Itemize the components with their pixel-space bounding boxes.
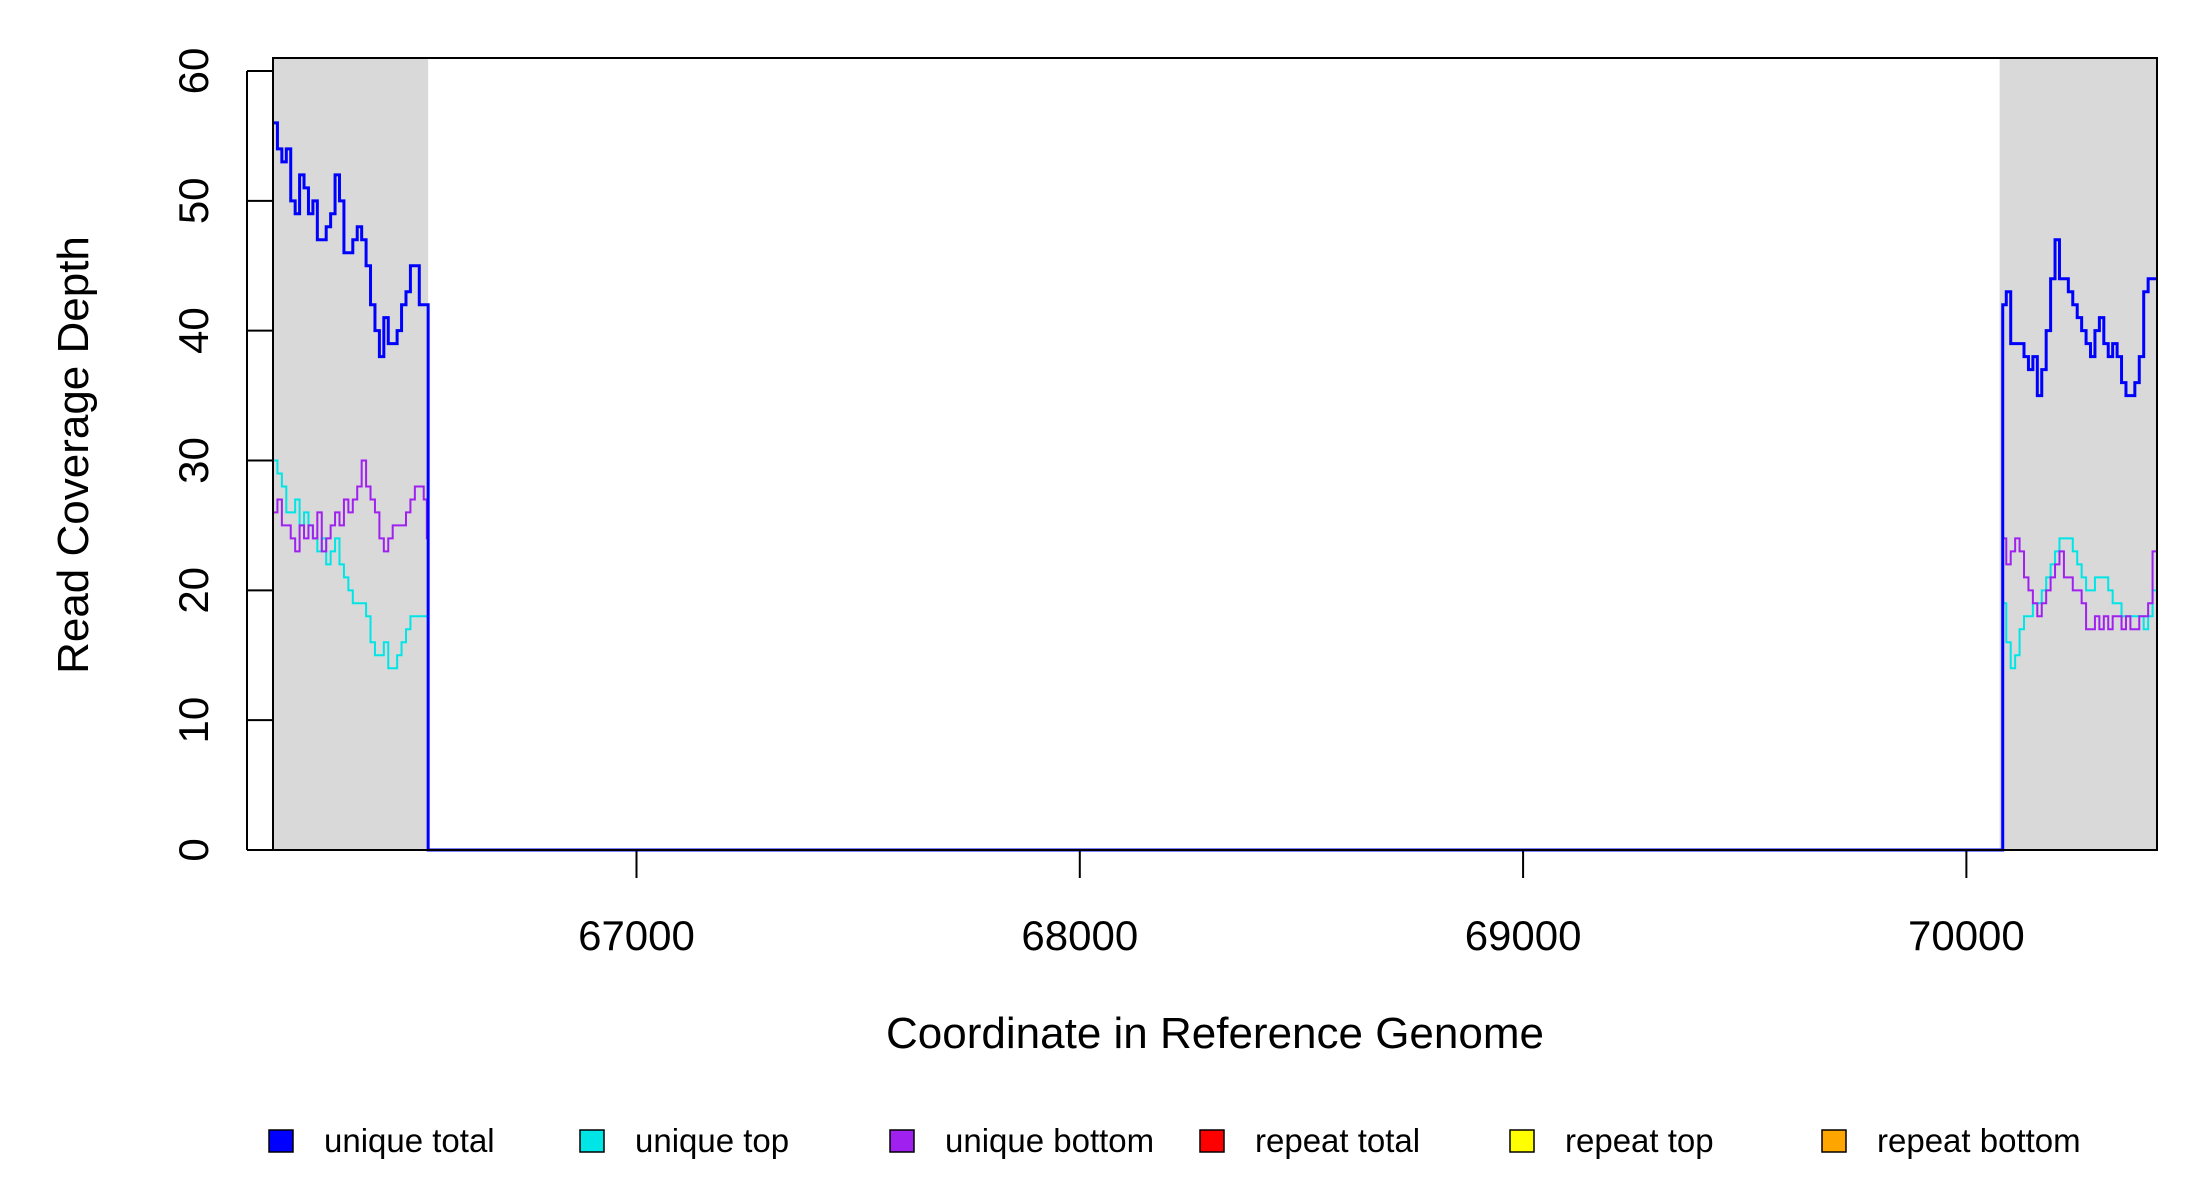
legend: unique total unique top unique bottom repea… <box>268 1122 2081 1159</box>
x-tick-label: 70000 <box>1908 912 2025 959</box>
y-tick-label: 0 <box>170 838 217 861</box>
shaded-region-1 <box>273 58 429 850</box>
y-tick-label: 10 <box>170 697 217 744</box>
series-unique-total <box>273 121 2157 852</box>
y-tick-label: 40 <box>170 307 217 354</box>
legend-swatch-unique-bottom <box>889 1129 915 1153</box>
legend-swatch-repeat-bottom <box>1821 1129 1847 1153</box>
legend-swatch-unique-total <box>268 1129 294 1153</box>
x-tick-label: 68000 <box>1021 912 1138 959</box>
series-lines <box>273 121 2158 852</box>
legend-label-repeat-bottom: repeat bottom <box>1877 1122 2081 1159</box>
legend-label-repeat-top: repeat top <box>1565 1122 1714 1159</box>
x-axis-label: Coordinate in Reference Genome <box>886 1009 1544 1058</box>
y-tick-label: 60 <box>170 48 217 95</box>
legend-swatch-unique-top <box>579 1129 605 1153</box>
series-unique-bottom <box>273 459 2157 851</box>
x-tick-label: 69000 <box>1465 912 1582 959</box>
series-unique-top <box>273 459 2158 851</box>
y-axis: 0 10 20 30 40 50 60 <box>170 48 273 862</box>
legend-label-unique-top: unique top <box>635 1122 789 1159</box>
legend-swatch-repeat-total <box>1199 1129 1225 1153</box>
legend-swatch-repeat-top <box>1509 1129 1535 1153</box>
legend-label-unique-total: unique total <box>324 1122 495 1159</box>
y-axis-label: Read Coverage Depth <box>49 236 98 674</box>
legend-label-unique-bottom: unique bottom <box>945 1122 1154 1159</box>
plot-frame <box>272 57 2158 851</box>
y-tick-label: 50 <box>170 177 217 224</box>
shaded-regions <box>273 58 2157 850</box>
y-tick-label: 30 <box>170 437 217 484</box>
y-tick-label: 20 <box>170 567 217 614</box>
x-tick-label: 67000 <box>578 912 695 959</box>
shaded-region-2 <box>1999 58 2157 850</box>
legend-label-repeat-total: repeat total <box>1255 1122 1420 1159</box>
x-axis: 67000 68000 69000 70000 <box>578 849 2025 959</box>
